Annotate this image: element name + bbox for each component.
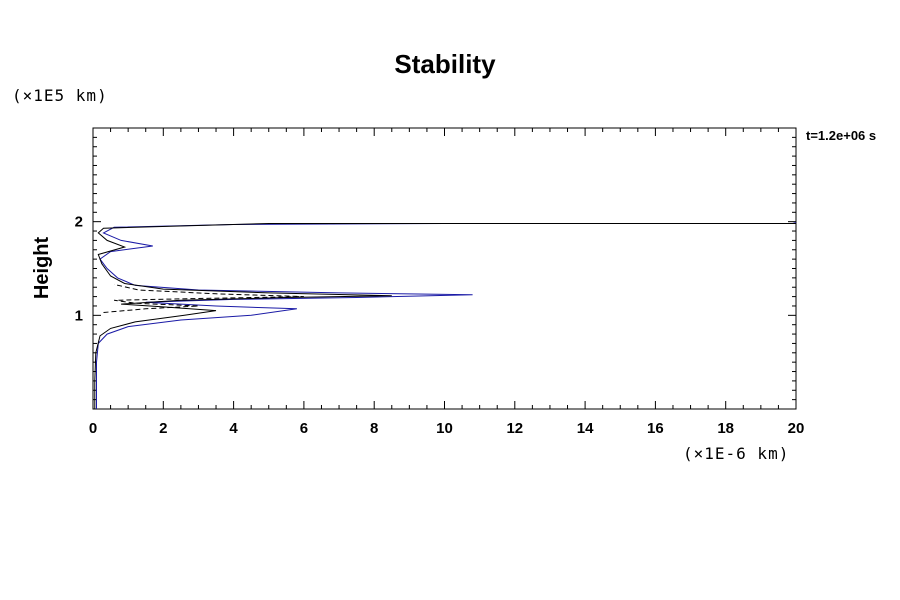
x-tick-label: 12 — [506, 420, 523, 437]
x-tick-label: 8 — [370, 420, 378, 437]
axis-ticks — [92, 127, 797, 410]
x-tick-label: 10 — [436, 420, 453, 437]
x-unit-label: (×1E-6 km) — [683, 444, 789, 463]
x-tick-label: 2 — [159, 420, 167, 437]
series-line-1 — [94, 223, 796, 409]
x-tick-label: 20 — [788, 420, 805, 437]
y-tick-label: 2 — [75, 214, 83, 231]
y-tick-label: 1 — [75, 307, 83, 324]
chart-title: Stability — [394, 49, 496, 79]
series-line-2 — [103, 283, 304, 313]
x-tick-label: 6 — [300, 420, 308, 437]
x-tick-label: 14 — [577, 420, 594, 437]
x-tick-label: 18 — [717, 420, 734, 437]
time-annotation: t=1.2e+06 s — [806, 128, 876, 143]
x-tick-label: 16 — [647, 420, 664, 437]
series-layer — [94, 222, 797, 409]
series-line-0 — [96, 222, 797, 409]
y-unit-label: (×1E5 km) — [12, 86, 108, 105]
x-tick-label: 4 — [229, 420, 238, 437]
x-tick-label: 0 — [89, 420, 97, 437]
plot-frame — [92, 127, 797, 410]
y-axis-label: Height — [31, 237, 53, 300]
